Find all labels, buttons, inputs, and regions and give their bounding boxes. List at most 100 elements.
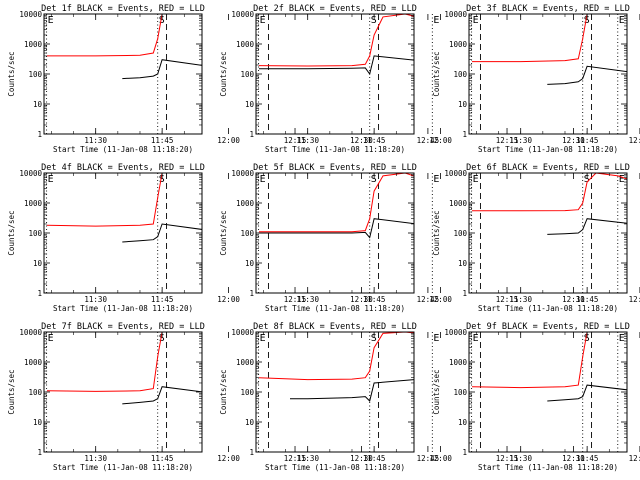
- time-marker-label: S: [159, 174, 165, 185]
- y-tick-label: 10: [33, 259, 43, 268]
- events-series-line: [547, 384, 627, 402]
- y-tick-label: 100: [453, 70, 467, 79]
- time-marker-label: S: [159, 333, 165, 344]
- y-tick-label: 1: [462, 130, 467, 139]
- y-axis-label: Counts/sec: [432, 369, 441, 414]
- y-axis-label: Counts/sec: [7, 51, 16, 96]
- x-tick-label: 11:45: [576, 136, 599, 145]
- y-axis-label: Counts/sec: [219, 369, 228, 414]
- lld-series-line: [471, 332, 627, 389]
- x-tick-label: 12:45: [629, 454, 640, 463]
- y-tick-label: 100: [240, 229, 254, 238]
- panel-title: Det 5f BLACK = Events, RED = LLD: [253, 163, 417, 173]
- y-tick-label: 10000: [19, 10, 42, 19]
- x-axis-label: Start Time (11-Jan-08 11:18:20): [265, 145, 405, 154]
- y-tick-label: 1000: [449, 358, 468, 367]
- events-series-line: [259, 218, 414, 239]
- x-tick-label: 12:30: [562, 295, 585, 304]
- panel-title: Det 8f BLACK = Events, RED = LLD: [253, 322, 417, 332]
- time-marker-label: E: [619, 333, 625, 344]
- time-marker-label: E: [619, 15, 625, 26]
- time-marker-label: E: [48, 15, 54, 26]
- y-tick-label: 10000: [19, 169, 42, 178]
- time-marker-label: S: [371, 174, 377, 185]
- y-tick-label: 100: [453, 388, 467, 397]
- y-tick-label: 1: [462, 448, 467, 457]
- x-tick-label: 12:00: [217, 136, 240, 145]
- x-tick-label: 12:00: [429, 136, 452, 145]
- y-tick-label: 10: [33, 418, 43, 427]
- y-axis-label: Counts/sec: [219, 210, 228, 255]
- y-tick-label: 1000: [236, 40, 255, 49]
- panel-title: Det 2f BLACK = Events, RED = LLD: [253, 4, 417, 14]
- time-marker-label: E: [473, 15, 479, 26]
- panel-title: Det 7f BLACK = Events, RED = LLD: [41, 322, 205, 332]
- x-tick-label: 12:45: [629, 136, 640, 145]
- x-tick-label: 12:15: [496, 454, 519, 463]
- plot-frame: [43, 331, 203, 453]
- x-tick-label: 11:30: [509, 136, 532, 145]
- events-series-line: [122, 223, 202, 243]
- x-axis-label: Start Time (11-Jan-08 11:18:20): [53, 463, 193, 472]
- y-tick-label: 10: [245, 259, 255, 268]
- x-axis-label: Start Time (11-Jan-08 11:18:20): [53, 304, 193, 313]
- y-tick-label: 10: [458, 100, 468, 109]
- x-tick-label: 11:45: [576, 295, 599, 304]
- y-axis-label: Counts/sec: [7, 369, 16, 414]
- lld-series-line: [47, 14, 202, 57]
- y-axis-label: Counts/sec: [432, 51, 441, 96]
- y-tick-label: 10000: [231, 10, 254, 19]
- x-tick-label: 11:45: [151, 295, 174, 304]
- time-marker-label: E: [48, 174, 54, 185]
- x-axis-label: Start Time (11-Jan-08 11:18:20): [53, 145, 193, 154]
- y-tick-label: 1000: [449, 199, 468, 208]
- plot-frame: [468, 172, 628, 294]
- x-tick-label: 12:00: [429, 454, 452, 463]
- x-tick-label: 12:45: [629, 295, 640, 304]
- x-tick-label: 12:45: [417, 295, 440, 304]
- y-tick-label: 1: [249, 289, 254, 298]
- x-tick-label: 11:45: [363, 136, 386, 145]
- x-tick-label: 11:30: [296, 295, 319, 304]
- x-axis-label: Start Time (11-Jan-08 11:18:20): [478, 304, 618, 313]
- time-marker-label: E: [473, 333, 479, 344]
- x-tick-label: 12:15: [284, 454, 307, 463]
- x-axis-label: Start Time (11-Jan-08 11:18:20): [265, 463, 405, 472]
- y-tick-label: 1000: [236, 199, 255, 208]
- x-tick-label: 12:30: [350, 295, 373, 304]
- time-marker-label: E: [260, 174, 266, 185]
- x-tick-label: 12:00: [217, 295, 240, 304]
- y-tick-label: 10: [458, 418, 468, 427]
- time-marker-label: E: [619, 174, 625, 185]
- y-tick-label: 10: [245, 418, 255, 427]
- y-tick-label: 100: [28, 388, 42, 397]
- time-marker-label: S: [584, 174, 590, 185]
- x-tick-label: 11:30: [84, 136, 107, 145]
- y-axis-label: Counts/sec: [219, 51, 228, 96]
- x-tick-label: 11:45: [151, 136, 174, 145]
- time-marker-label: E: [260, 333, 266, 344]
- y-tick-label: 10000: [444, 328, 467, 337]
- time-marker-label: S: [159, 15, 165, 26]
- y-tick-label: 10000: [231, 169, 254, 178]
- y-tick-label: 1000: [24, 358, 43, 367]
- x-tick-label: 11:30: [296, 136, 319, 145]
- x-tick-label: 11:45: [363, 295, 386, 304]
- y-tick-label: 1: [462, 289, 467, 298]
- y-tick-label: 1: [37, 448, 42, 457]
- x-tick-label: 12:30: [350, 454, 373, 463]
- events-series-line: [259, 55, 414, 76]
- events-series-line: [547, 218, 627, 235]
- detector-panel-9: Det 9f BLACK = Events, RED = LLDESE11010…: [432, 322, 630, 472]
- y-tick-label: 10: [245, 100, 255, 109]
- x-tick-label: 11:30: [509, 295, 532, 304]
- events-series-line: [547, 65, 627, 85]
- y-tick-label: 100: [453, 229, 467, 238]
